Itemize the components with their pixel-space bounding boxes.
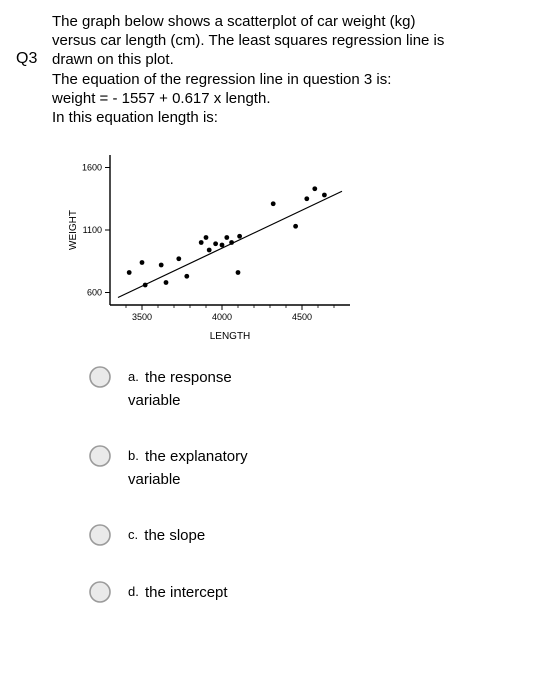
option-b-prefix: b. [128,448,139,463]
question-followup: The equation of the regression line in q… [52,70,514,128]
option-b-line2: variable [128,471,181,488]
follow-line-3: In this equation length is: [52,109,218,126]
svg-text:4000: 4000 [212,312,232,322]
option-d-line1: the intercept [145,584,228,601]
intro-line-2: versus car length (cm). The least square… [52,32,444,49]
svg-text:1100: 1100 [83,225,102,235]
intro-line-3: drawn on this plot. [52,51,174,68]
option-b[interactable]: b. the explanatory variable [88,446,514,491]
option-a-prefix: a. [128,369,139,384]
question-intro: The graph below shows a scatterplot of c… [52,12,514,70]
svg-text:3500: 3500 [132,312,152,322]
option-c-prefix: c. [128,527,138,542]
svg-text:4500: 4500 [292,312,312,322]
option-c-line1: the slope [144,527,205,544]
svg-text:LENGTH: LENGTH [210,331,251,342]
option-c-text: c. the slope [128,525,205,548]
question-page: Q3 The graph below shows a scatterplot o… [0,0,542,630]
question-label: Q3 [16,50,37,68]
svg-text:WEIGHT: WEIGHT [68,210,79,250]
option-d[interactable]: d. the intercept [88,582,514,605]
options-list: a. the response variable b. the explanat… [88,367,514,604]
option-b-line1: the explanatory [145,448,248,465]
scatter-chart: 600 1100 1600 3500 4000 4500 LENGTH WEIGHT [62,145,514,345]
follow-line-1: The equation of the regression line in q… [52,71,391,88]
option-a-text: a. the response variable [128,367,232,412]
radio-icon [88,580,112,604]
option-d-prefix: d. [128,584,139,599]
option-b-text: b. the explanatory variable [128,446,248,491]
option-a-line2: variable [128,392,181,409]
chart-svg: 600 1100 1600 3500 4000 4500 LENGTH WEIGHT [62,145,362,345]
radio-icon [88,523,112,547]
svg-text:1600: 1600 [82,163,102,173]
radio-icon [88,365,112,389]
option-c[interactable]: c. the slope [88,525,514,548]
radio-icon [88,444,112,468]
option-a-line1: the response [145,369,232,386]
svg-text:600: 600 [87,288,102,298]
option-d-text: d. the intercept [128,582,228,605]
question-block: Q3 The graph below shows a scatterplot o… [28,12,514,604]
option-a[interactable]: a. the response variable [88,367,514,412]
follow-line-2: weight = - 1557 + 0.617 x length. [52,90,271,107]
intro-line-1: The graph below shows a scatterplot of c… [52,13,416,30]
